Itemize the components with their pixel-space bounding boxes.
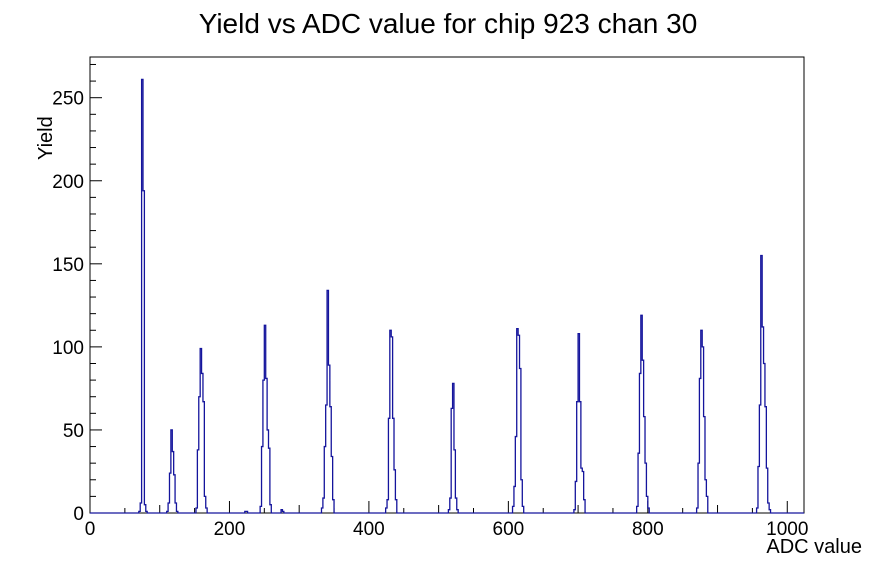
x-tick-label: 1000 bbox=[766, 519, 808, 540]
x-tick-label: 0 bbox=[85, 519, 96, 540]
x-tick-label: 600 bbox=[493, 519, 525, 540]
x-tick-label: 800 bbox=[632, 519, 664, 540]
y-tick-label: 150 bbox=[52, 255, 84, 276]
y-tick-label: 250 bbox=[52, 89, 84, 110]
y-tick-label: 200 bbox=[52, 172, 84, 193]
y-tick-label: 50 bbox=[63, 421, 84, 442]
histogram-series bbox=[90, 78, 804, 514]
x-tick-label: 400 bbox=[353, 519, 385, 540]
plot-frame bbox=[89, 56, 805, 514]
chart-title: Yield vs ADC value for chip 923 chan 30 bbox=[198, 8, 698, 39]
y-axis-title: Yield bbox=[35, 116, 57, 160]
y-tick-label: 100 bbox=[52, 338, 84, 359]
x-axis-title: ADC value bbox=[766, 536, 862, 558]
x-tick-label: 200 bbox=[214, 519, 246, 540]
y-tick-label: 0 bbox=[73, 504, 84, 525]
